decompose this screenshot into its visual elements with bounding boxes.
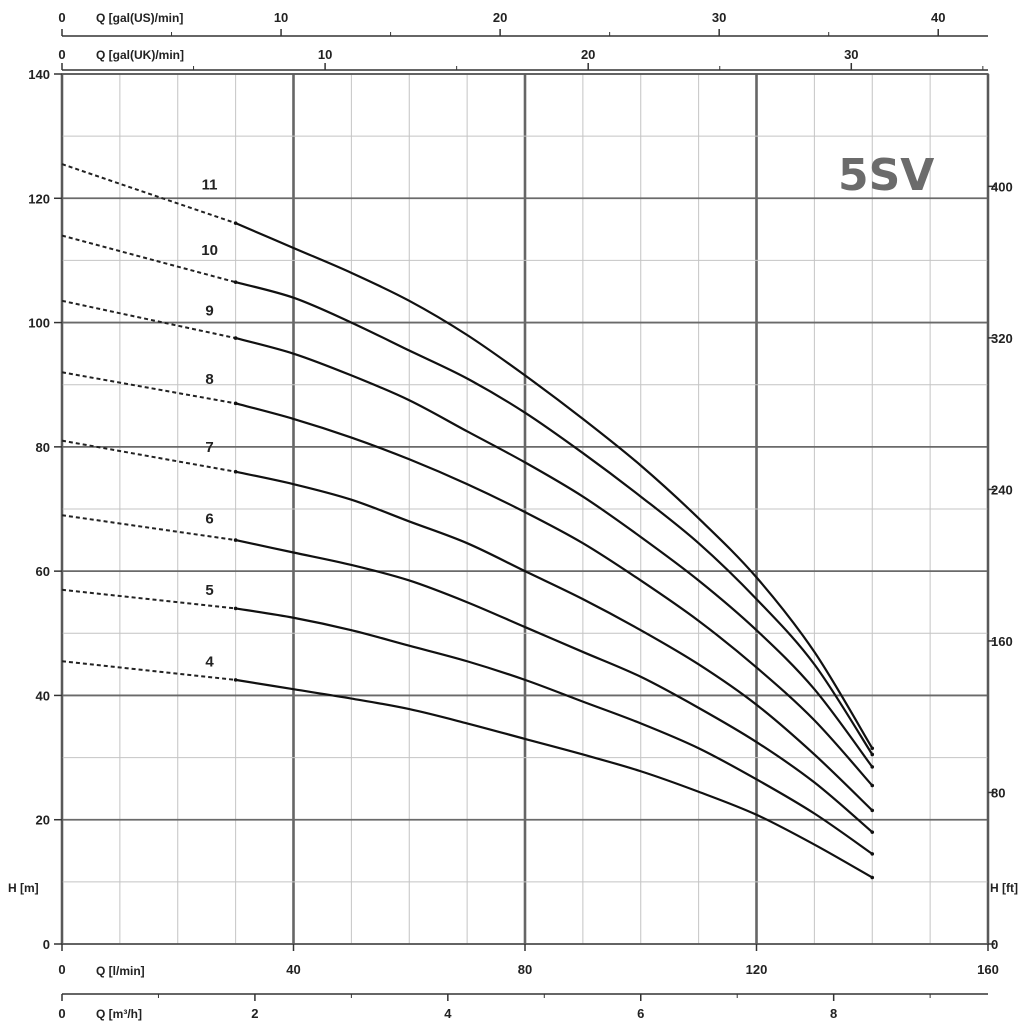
y-tick-label: 140 [28, 67, 50, 82]
curve-dashed-segment [61, 514, 236, 542]
grid [60, 73, 990, 945]
x-tick-label: 120 [746, 962, 768, 977]
curve-dashed-segment [61, 234, 236, 284]
curve-stage-5: 5 [61, 582, 875, 856]
curve-stage-4: 4 [61, 654, 875, 880]
curve-line [235, 281, 874, 756]
x-tick-label: 40 [286, 962, 300, 977]
curve-stage-7: 7 [61, 439, 875, 813]
right-tick-label: 160 [991, 634, 1013, 649]
uk-tick-label: 0 [58, 47, 65, 62]
y-tick-label: 100 [28, 316, 50, 331]
y-tick-label: 80 [36, 440, 50, 455]
m3h-tick-label: 6 [637, 1006, 644, 1021]
y-tick-label: 0 [43, 937, 50, 952]
us-tick-label: 20 [493, 10, 507, 25]
right-axis-label: H [ft] [990, 881, 1018, 895]
curve-stage-9: 9 [61, 299, 875, 769]
curve-label: 10 [201, 242, 218, 259]
curve-dashed-segment [61, 588, 236, 610]
curve-line [235, 538, 873, 833]
right-tick-label: 80 [991, 785, 1005, 800]
curve-label: 8 [205, 371, 213, 388]
m3h-tick-label: 2 [251, 1006, 258, 1021]
uk-tick-label: 10 [318, 47, 332, 62]
us-tick-label: 40 [931, 10, 945, 25]
curve-line [235, 607, 873, 855]
x-tick-label: 160 [977, 962, 999, 977]
curve-dashed-segment [61, 439, 236, 473]
chart-title: 5SV [838, 150, 934, 201]
m3h-axis-label: Q [m³/h] [96, 1007, 142, 1021]
curve-line [235, 678, 873, 879]
curve-stage-11: 11 [61, 163, 875, 751]
curve-end-point [870, 783, 875, 788]
x-axis-label: Q [l/min] [96, 964, 145, 978]
uk-axis-label: Q [gal(UK)/min] [96, 48, 184, 62]
curve-start-point [233, 221, 238, 225]
curve-dashed-segment [61, 299, 236, 340]
curve-label: 6 [205, 511, 213, 528]
uk-tick-label: 30 [844, 47, 858, 62]
curve-label: 4 [205, 654, 214, 671]
curve-end-point [870, 852, 875, 856]
m3h-tick-label: 4 [444, 1006, 452, 1021]
x-tick-label: 80 [518, 962, 532, 977]
curve-stage-10: 10 [61, 234, 875, 757]
curve-end-point [870, 765, 875, 769]
curve-label: 5 [205, 582, 213, 599]
right-tick-label: 400 [991, 179, 1013, 194]
curve-start-point [233, 538, 238, 542]
curves: 4 5 6 7 8 9 10 11 [61, 163, 875, 880]
curve-end-point [870, 752, 875, 757]
curve-stage-6: 6 [61, 511, 875, 834]
y-tick-label: 60 [36, 564, 50, 579]
curve-end-point [870, 875, 875, 880]
curve-line [235, 222, 874, 749]
y-tick-label: 40 [36, 688, 50, 703]
m3h-tick-label: 0 [58, 1006, 65, 1021]
curve-end-point [870, 830, 875, 834]
curve-dashed-segment [61, 371, 236, 405]
curve-label: 9 [205, 302, 213, 319]
y-axis-label: H [m] [8, 881, 39, 895]
y-tick-label: 20 [36, 813, 50, 828]
us-tick-label: 10 [274, 10, 288, 25]
curve-line [235, 402, 874, 787]
y-tick-label: 120 [28, 191, 50, 206]
curve-dashed-segment [61, 660, 236, 681]
curve-label: 7 [205, 439, 213, 456]
curve-start-point [233, 401, 238, 406]
curve-line [235, 470, 874, 812]
curve-start-point [233, 336, 238, 340]
curve-stage-8: 8 [61, 371, 875, 788]
right-tick-label: 0 [991, 937, 998, 952]
curve-label: 11 [202, 177, 218, 194]
right-tick-label: 320 [991, 331, 1013, 346]
curve-line [235, 337, 874, 768]
curve-dashed-segment [61, 163, 236, 225]
m3h-tick-label: 8 [830, 1006, 837, 1021]
curve-end-point [870, 746, 875, 751]
us-tick-label: 0 [58, 10, 65, 25]
curve-end-point [870, 808, 875, 813]
curve-start-point [233, 280, 238, 284]
us-tick-label: 30 [712, 10, 726, 25]
x-tick-label: 0 [58, 962, 65, 977]
curve-start-point [233, 678, 238, 682]
curve-start-point [233, 606, 238, 611]
curve-start-point [233, 469, 238, 474]
us-axis-label: Q [gal(US)/min] [96, 11, 183, 25]
uk-tick-label: 20 [581, 47, 595, 62]
right-tick-label: 240 [991, 482, 1013, 497]
